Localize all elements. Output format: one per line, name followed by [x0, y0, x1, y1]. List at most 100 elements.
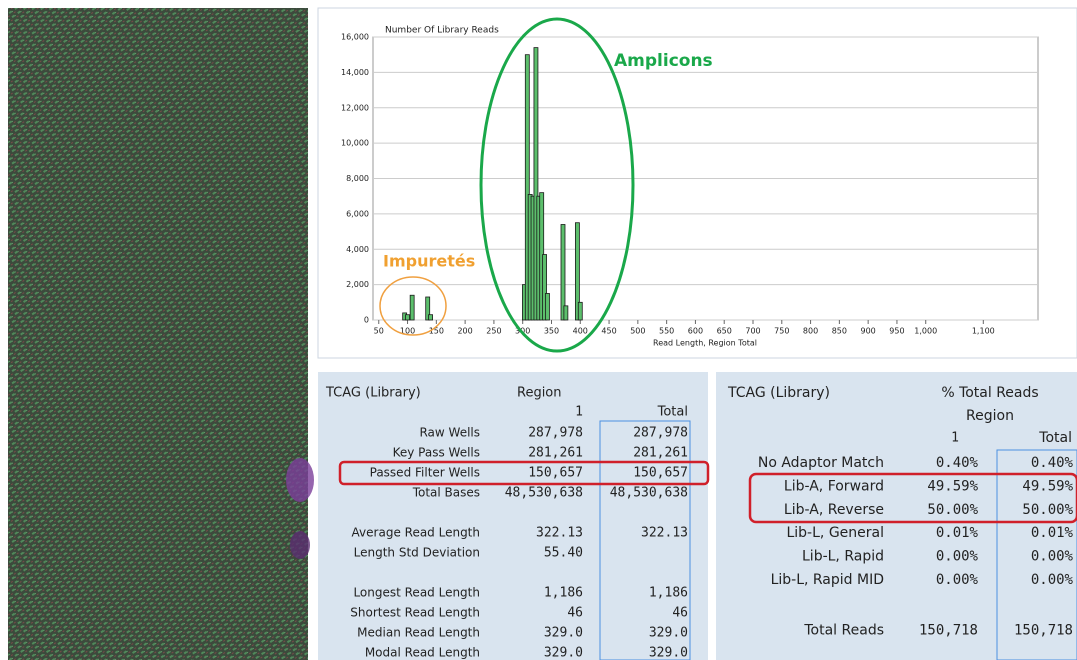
y-axis-label: Number Of Library Reads: [385, 26, 499, 36]
row-label: Lib-A, Forward: [784, 478, 884, 494]
tables: TCAG (Library) Region 1 Total Raw Wells 287,9…: [325, 385, 1074, 660]
bar: [563, 305, 569, 321]
cell: 46: [672, 606, 688, 621]
cell: 281,261: [633, 446, 688, 461]
table-header: 1: [951, 431, 959, 446]
table-header: Region: [517, 386, 562, 401]
bar: [405, 314, 410, 321]
cell: 0.00%: [1031, 549, 1074, 565]
cell: 1,186: [544, 586, 583, 601]
bar: [574, 222, 580, 321]
annotation: Amplicons: [614, 51, 713, 71]
annotation: Impuretés: [383, 252, 475, 271]
row-label: Lib-L, General: [786, 525, 884, 541]
y-tick-label: 8,000: [346, 174, 369, 183]
y-tick-label: 10,000: [341, 139, 369, 148]
x-tick-label: 1,100: [972, 327, 995, 336]
x-tick-label: 650: [717, 327, 732, 336]
table-panel: [716, 372, 1077, 660]
cell: 0.00%: [1031, 572, 1074, 588]
cell: 322.13: [641, 526, 688, 541]
chip-spot: [290, 531, 310, 559]
bar: [560, 224, 566, 321]
row-label: Median Read Length: [357, 626, 480, 640]
x-tick-label: 700: [745, 327, 760, 336]
highlight-box: [996, 449, 1077, 660]
x-tick-label: 550: [659, 327, 674, 336]
cell: 329.0: [544, 626, 583, 641]
bar: [542, 254, 547, 321]
cell: 0.01%: [1031, 525, 1074, 541]
cell: 150,657: [528, 466, 583, 481]
cell: 48,530,638: [505, 486, 583, 501]
cell: 150,657: [633, 466, 688, 481]
table-header: Region: [966, 408, 1014, 424]
row-label: Longest Read Length: [353, 586, 480, 600]
bar: [577, 301, 583, 321]
x-tick-label: 150: [429, 327, 444, 336]
cell: 287,978: [633, 426, 688, 441]
table-header: % Total Reads: [941, 385, 1038, 401]
row-label: Key Pass Wells: [393, 446, 480, 460]
bar: [524, 54, 530, 321]
table-header: TCAG (Library): [727, 385, 830, 401]
row-label: Lib-A, Reverse: [784, 502, 884, 518]
chip-image: [8, 8, 308, 660]
cell: 46: [567, 606, 583, 621]
table-header: Total: [1038, 430, 1072, 446]
cell: 49.59%: [1022, 478, 1073, 494]
cell: 322.13: [536, 526, 583, 541]
x-tick-label: 800: [803, 327, 818, 336]
bar: [533, 47, 539, 321]
x-tick-label: 750: [774, 327, 789, 336]
y-tick-label: 14,000: [341, 68, 369, 77]
x-tick-label: 850: [832, 327, 847, 336]
x-tick-label: 100: [400, 327, 415, 336]
cell: 329.0: [649, 646, 688, 660]
x-tick-label: 1,000: [914, 327, 937, 336]
cell: 150,718: [919, 622, 978, 638]
cell: 150,718: [1014, 622, 1073, 638]
cell: 0.40%: [1031, 455, 1074, 471]
table-panel: [318, 372, 708, 660]
plot: 0 2,000 4,000 6,000 8,000 10,000 12,000 14,000 1…: [341, 33, 1038, 336]
cell: 48,530,638: [610, 486, 688, 501]
bar: [425, 296, 431, 321]
cell: 50.00%: [927, 502, 978, 518]
x-tick-label: 250: [486, 327, 501, 336]
highlight-box: [599, 420, 691, 660]
x-tick-label: 400: [573, 327, 588, 336]
x-tick-label: 950: [889, 327, 904, 336]
chip-spot: [286, 458, 314, 502]
bar: [428, 314, 433, 321]
highlight-box: [748, 472, 1077, 524]
x-tick-label: 600: [688, 327, 703, 336]
x-tick-label: 900: [861, 327, 876, 336]
cell: 0.00%: [936, 572, 979, 588]
table-header: TCAG (Library): [325, 386, 421, 401]
row-label: Total Reads: [803, 622, 884, 638]
table-header: Total: [657, 405, 688, 420]
cell: 49.59%: [927, 478, 978, 494]
row-label: Modal Read Length: [365, 646, 480, 660]
row-label: No Adaptor Match: [758, 455, 884, 471]
y-tick-label: 0: [364, 316, 369, 325]
cell: 281,261: [528, 446, 583, 461]
cell: 0.40%: [936, 455, 979, 471]
y-tick-label: 4,000: [346, 245, 369, 254]
cell: 0.01%: [936, 525, 979, 541]
bar: [409, 294, 415, 321]
y-tick-label: 16,000: [341, 33, 369, 42]
y-tick-label: 6,000: [346, 209, 369, 218]
x-tick-label: 200: [457, 327, 472, 336]
bar: [545, 293, 550, 321]
x-axis-label: Read Length, Region Total: [653, 339, 757, 348]
x-tick-label: 450: [601, 327, 616, 336]
x-tick-label: 350: [544, 327, 559, 336]
cell: 287,978: [528, 426, 583, 441]
cell: 1,186: [649, 586, 688, 601]
y-tick-label: 2,000: [346, 280, 369, 289]
cell: 50.00%: [1022, 502, 1073, 518]
row-label: Length Std Deviation: [354, 546, 480, 560]
